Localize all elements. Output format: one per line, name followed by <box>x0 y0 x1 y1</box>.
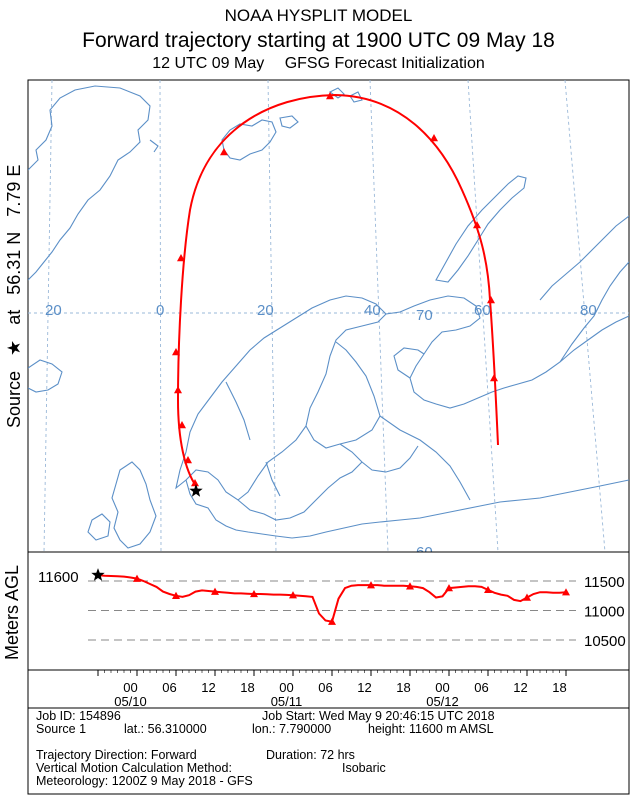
altitude-marker <box>562 588 570 596</box>
init-time: 12 UTC 09 May <box>152 55 265 72</box>
x-tick-label: 06 <box>474 680 488 695</box>
x-tick-label: 00 <box>435 680 449 695</box>
time-ticks: 00 06 12 18 00 06 12 18 00 06 12 18 05/10 05/11 05/12 <box>97 670 567 709</box>
source-number: Source 1 <box>36 722 87 736</box>
longitude-gridline <box>369 80 389 552</box>
map-trajectory-marker <box>326 92 334 100</box>
x-tick-label: 18 <box>552 680 566 695</box>
map-trajectory-marker <box>177 254 185 262</box>
altitude-panel: 10500 11000 11500 11600 <box>27 551 630 671</box>
trajectory-duration: Duration: 72 hrs <box>266 748 355 762</box>
time-axis-panel: 00 06 12 18 00 06 12 18 00 06 12 18 05/10 05/11 05/12 <box>27 669 630 709</box>
x-tick-label: 12 <box>357 680 371 695</box>
date-label: 05/10 <box>114 694 147 709</box>
longitude-label: 40 <box>364 302 381 319</box>
y-tick-label: 11500 <box>584 574 625 591</box>
longitude-label: 80 <box>580 302 597 319</box>
init-model: GFSG Forecast Initialization <box>284 55 485 72</box>
trajectory-direction: Trajectory Direction: Forward <box>36 748 197 762</box>
time-axis-frame <box>27 669 630 709</box>
altitude-marker <box>484 585 492 594</box>
vertical-method-value: Isobaric <box>342 761 386 775</box>
altitude-marker <box>406 582 414 590</box>
map-trajectory-marker <box>473 221 481 229</box>
source-lon-info: lon.: 7.790000 <box>252 722 332 736</box>
map-trajectory-marker <box>184 456 192 464</box>
map-trajectory-marker <box>172 348 180 356</box>
date-label: 05/11 <box>271 694 303 709</box>
altitude-marker <box>328 617 336 625</box>
altitude-marker <box>211 587 219 595</box>
map-trajectory-marker <box>487 296 495 304</box>
forecast-init-line: 12 UTC 09 May GFSG Forecast Initializati… <box>0 55 637 73</box>
x-tick-label: 18 <box>396 680 410 695</box>
x-tick-label: 12 <box>201 680 215 695</box>
altitude-marker <box>172 591 180 599</box>
altitude-marker <box>445 584 453 592</box>
y-tick-label: 11000 <box>584 604 625 621</box>
map-panel: 20 0 20 40 60 70 80 60 <box>27 79 630 561</box>
longitude-gridline <box>43 80 53 552</box>
vertical-method: Vertical Motion Calculation Method: <box>36 761 232 775</box>
longitude-gridline <box>159 80 162 552</box>
altitude-marker <box>289 591 297 599</box>
altitude-marker <box>250 589 258 598</box>
longitude-gridline <box>467 80 499 552</box>
model-title: NOAA HYSPLIT MODEL <box>224 6 413 25</box>
source-star-icon <box>91 568 105 581</box>
trajectory-altitude-line <box>91 568 570 625</box>
start-height-label: 11600 <box>38 569 79 586</box>
x-tick-label: 12 <box>513 680 527 695</box>
longitude-label: 70 <box>416 307 433 324</box>
x-tick-label: 06 <box>318 680 332 695</box>
altitude-tick-labels: 10500 11000 11500 <box>584 574 626 650</box>
job-info-frame <box>27 707 630 795</box>
y-tick-label: 10500 <box>584 633 626 650</box>
map-trajectory-marker <box>220 148 228 156</box>
longitude-label: 60 <box>474 302 491 319</box>
source-star-icon <box>189 484 203 497</box>
longitude-label: 20 <box>45 302 62 319</box>
longitude-gridline <box>564 80 606 552</box>
trajectory-map-path <box>172 92 499 497</box>
source-height-info: height: 11600 m AMSL <box>368 722 494 736</box>
date-label: 05/12 <box>426 694 459 709</box>
map-trajectory-marker <box>178 421 186 429</box>
x-tick-label: 00 <box>279 680 293 695</box>
altitude-marker <box>133 574 141 582</box>
chart-title: Forward trajectory starting at 1900 UTC … <box>82 29 555 52</box>
source-lat-info: lat.: 56.310000 <box>124 722 207 736</box>
map-trajectory-marker <box>490 374 498 382</box>
job-id: Job ID: 154896 <box>36 709 121 723</box>
longitude-gridline <box>267 80 277 552</box>
x-tick-label: 00 <box>123 680 137 695</box>
x-tick-label: 06 <box>162 680 176 695</box>
map-gridlines <box>28 80 629 552</box>
map-trajectory-marker <box>191 479 199 487</box>
job-start: Job Start: Wed May 9 20:46:15 UTC 2018 <box>262 709 495 723</box>
map-trajectory-marker <box>430 134 438 142</box>
altitude-marker <box>523 593 531 601</box>
altitude-marker <box>367 581 375 589</box>
map-frame <box>27 79 630 553</box>
x-tick-label: 18 <box>240 680 254 695</box>
meteorology-info: Meteorology: 1200Z 9 May 2018 - GFS <box>36 774 253 788</box>
longitude-label: 0 <box>156 302 164 319</box>
map-trajectory-marker <box>174 386 182 394</box>
altitude-gridlines <box>88 580 576 641</box>
longitude-label: 20 <box>257 302 274 319</box>
